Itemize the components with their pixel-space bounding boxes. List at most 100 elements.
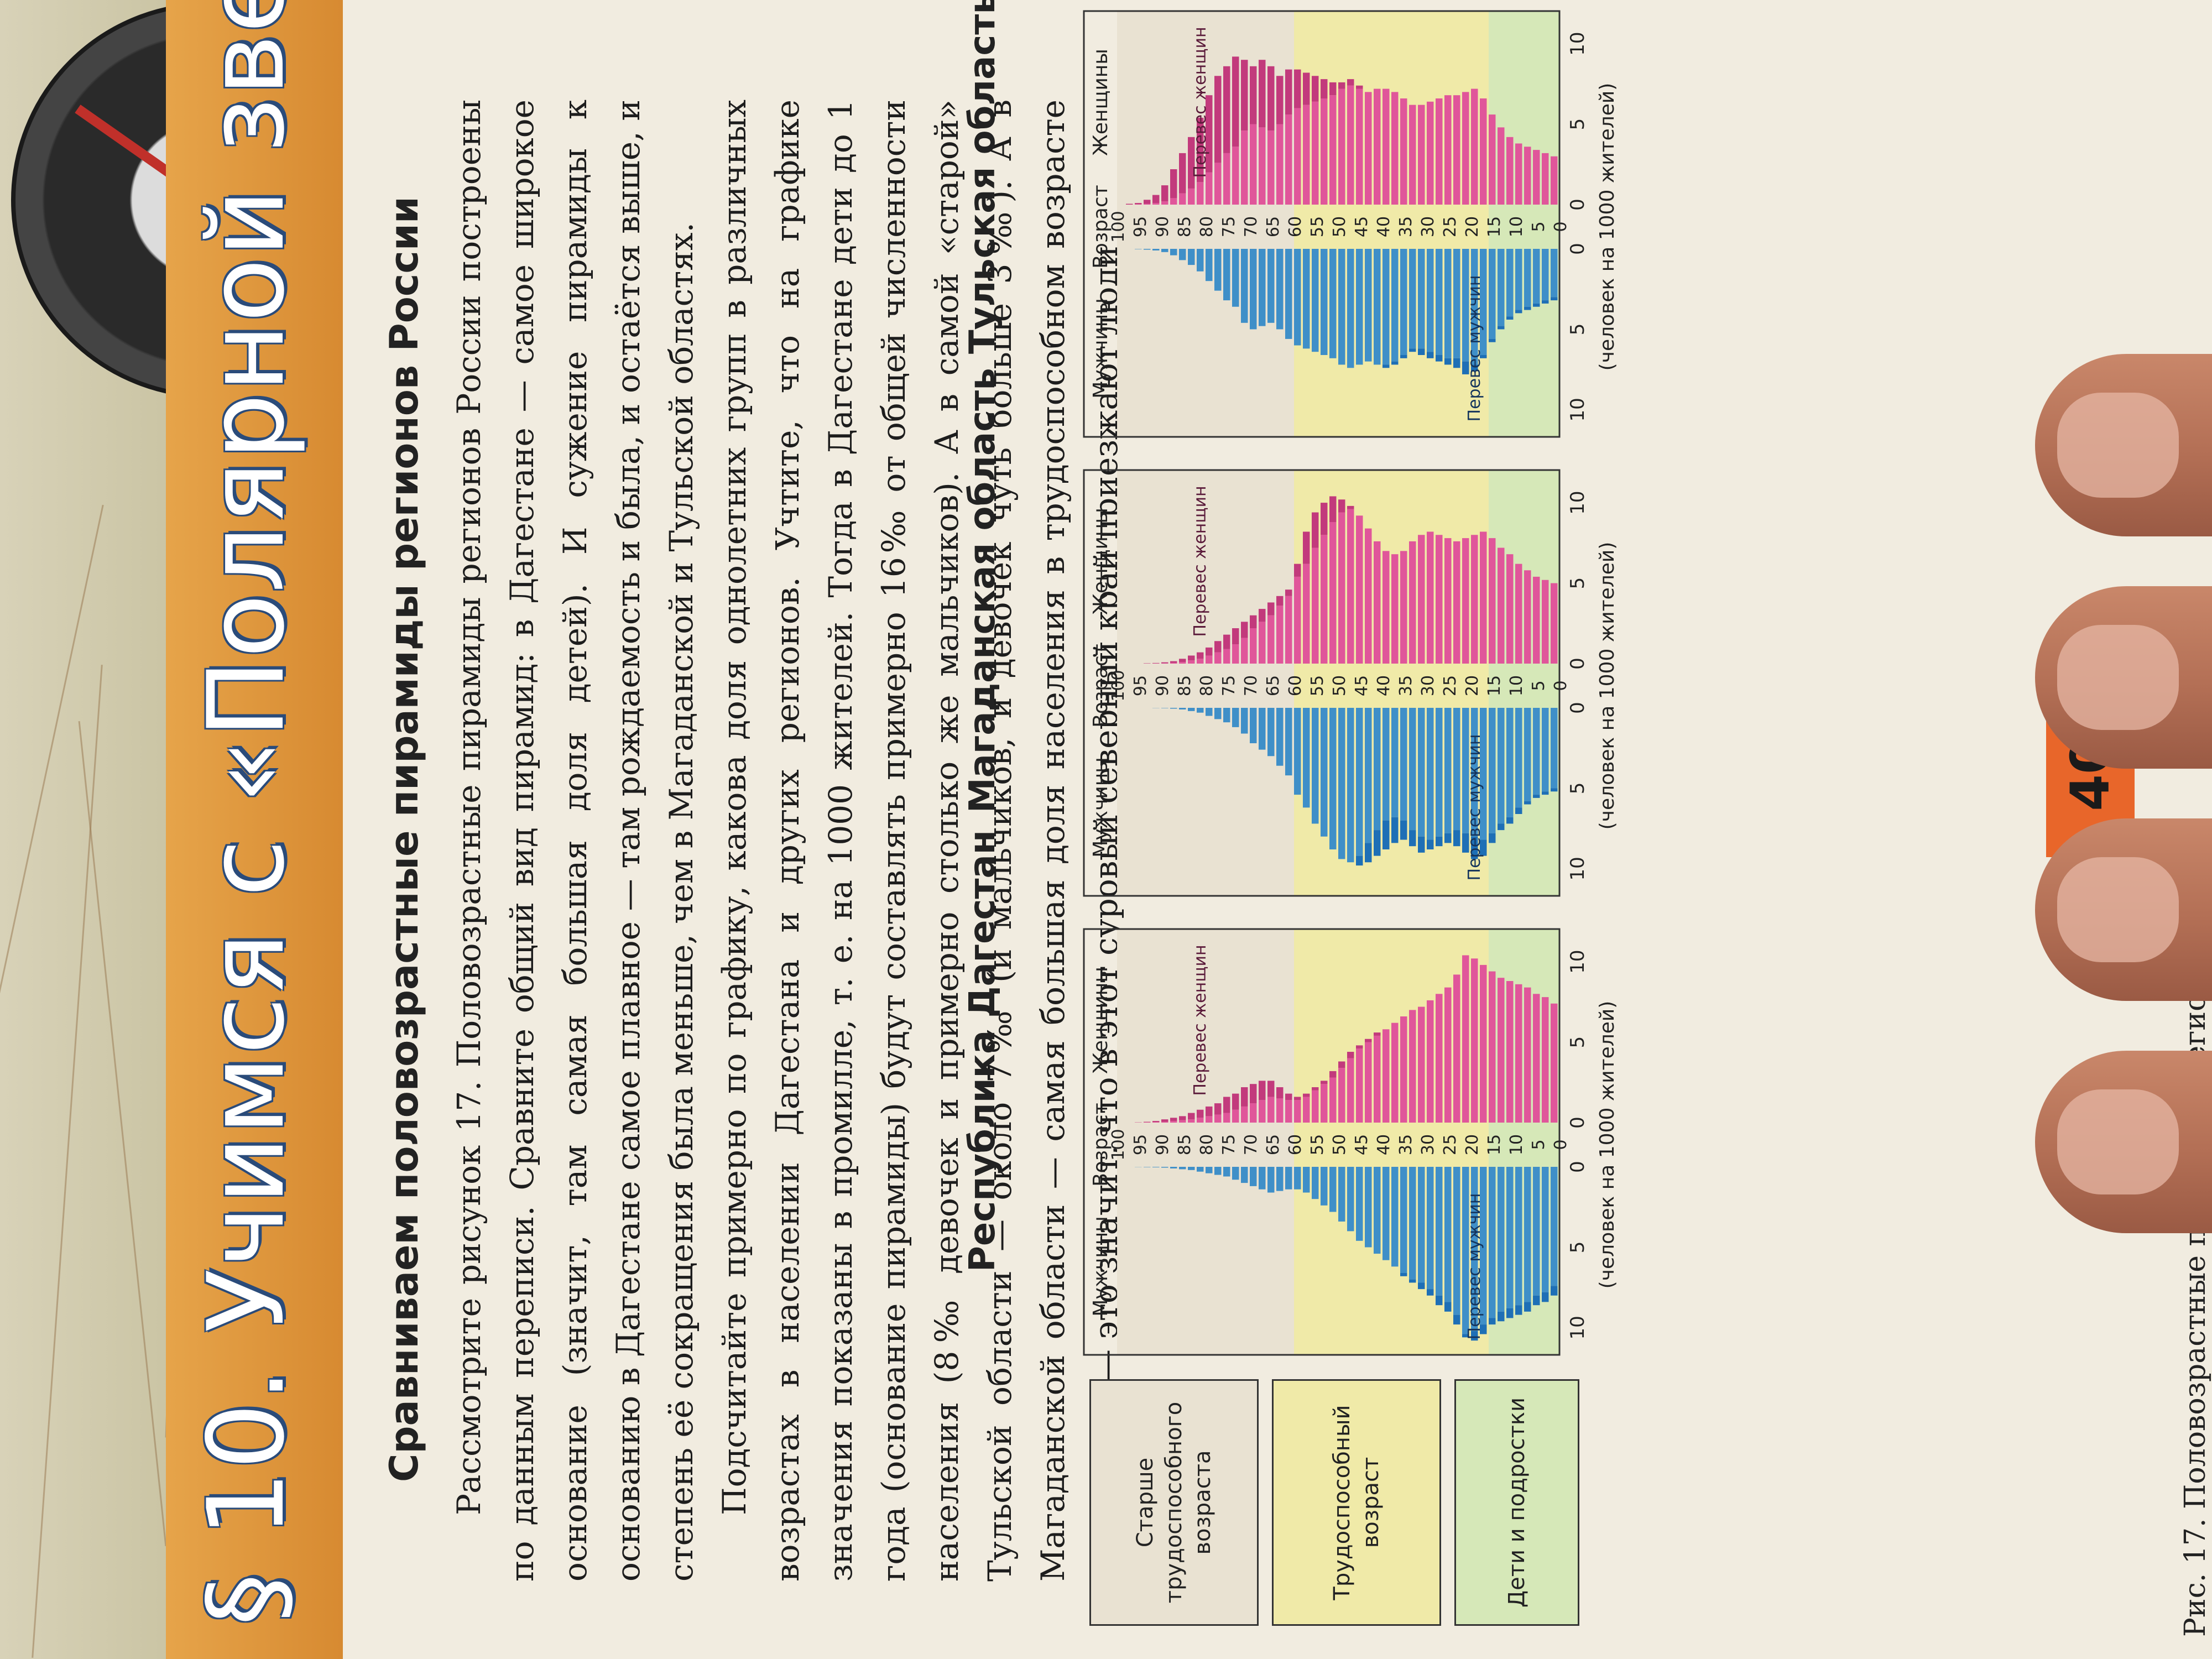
male-bar bbox=[1285, 708, 1292, 776]
male-bar bbox=[1223, 708, 1230, 723]
female-surplus-bar bbox=[1259, 60, 1266, 128]
female-bar bbox=[1294, 1100, 1301, 1123]
female-surplus-bar bbox=[1294, 69, 1301, 108]
male-surplus-bar bbox=[1427, 839, 1434, 849]
female-bar bbox=[1206, 1116, 1213, 1123]
female-bar bbox=[1259, 127, 1266, 205]
female-bar bbox=[1259, 1100, 1266, 1123]
male-bar bbox=[1409, 249, 1416, 349]
male-surplus-bar bbox=[1524, 306, 1531, 310]
age-tick-label: 100 bbox=[1109, 1129, 1128, 1160]
male-surplus-bar bbox=[1383, 820, 1390, 849]
female-surplus-bar bbox=[1126, 204, 1133, 205]
female-bar bbox=[1489, 114, 1496, 205]
age-tick-label: 5 bbox=[1529, 1139, 1548, 1150]
female-bar bbox=[1515, 564, 1522, 664]
female-surplus-bar bbox=[1188, 655, 1195, 661]
men-surplus-label: Перевес мужчин bbox=[1465, 275, 1484, 422]
female-surplus-bar bbox=[1267, 602, 1275, 615]
male-bar bbox=[1427, 1167, 1434, 1290]
x-tick-label: 0 bbox=[1567, 243, 1589, 255]
age-tick-label: 65 bbox=[1264, 1134, 1283, 1155]
female-bar bbox=[1179, 1120, 1186, 1123]
male-bar bbox=[1365, 708, 1372, 843]
male-bar bbox=[1436, 249, 1443, 355]
age-tick-label: 10 bbox=[1507, 216, 1526, 237]
male-bar bbox=[1285, 249, 1292, 339]
age-tick-label: 80 bbox=[1197, 216, 1217, 237]
male-surplus-bar bbox=[1436, 1295, 1443, 1306]
female-bar bbox=[1144, 1122, 1151, 1123]
age-tick-label: 80 bbox=[1197, 1134, 1217, 1155]
male-bar bbox=[1391, 249, 1399, 362]
female-surplus-bar bbox=[1161, 185, 1168, 202]
female-bar bbox=[1480, 531, 1487, 664]
age-tick-label: 45 bbox=[1352, 1134, 1371, 1155]
female-bar bbox=[1303, 105, 1310, 205]
female-bar bbox=[1312, 547, 1319, 664]
header-men: Мужчины bbox=[1089, 757, 1112, 857]
female-surplus-bar bbox=[1179, 153, 1186, 194]
female-surplus-bar bbox=[1329, 82, 1337, 96]
chart-frame bbox=[1083, 469, 1561, 897]
male-bar bbox=[1170, 248, 1177, 255]
male-bar bbox=[1418, 1167, 1425, 1283]
male-surplus-bar bbox=[1427, 1289, 1434, 1296]
male-bar bbox=[1347, 707, 1354, 863]
female-bar bbox=[1197, 659, 1204, 664]
female-bar bbox=[1356, 88, 1363, 205]
x-tick-label: 10 bbox=[1567, 491, 1589, 514]
female-surplus-bar bbox=[1152, 195, 1160, 204]
male-bar bbox=[1276, 249, 1284, 330]
female-surplus-bar bbox=[1152, 1121, 1160, 1123]
age-tick-label: 40 bbox=[1374, 1134, 1394, 1155]
female-bar bbox=[1374, 1035, 1381, 1123]
male-bar bbox=[1471, 707, 1478, 837]
male-surplus-bar bbox=[1524, 801, 1531, 805]
male-surplus-bar bbox=[1489, 338, 1496, 342]
header-men: Мужчины bbox=[1089, 1216, 1112, 1316]
female-bar bbox=[1232, 147, 1239, 205]
female-bar bbox=[1188, 188, 1195, 205]
female-surplus-bar bbox=[1303, 531, 1310, 564]
female-bar bbox=[1480, 964, 1487, 1123]
female-surplus-bar bbox=[1347, 505, 1354, 509]
male-bar bbox=[1347, 1166, 1354, 1232]
male-bar bbox=[1223, 249, 1230, 301]
female-surplus-bar bbox=[1267, 66, 1275, 131]
female-bar bbox=[1524, 987, 1531, 1123]
female-bar bbox=[1214, 163, 1222, 205]
female-bar bbox=[1444, 987, 1452, 1123]
male-bar bbox=[1188, 249, 1195, 265]
age-tick-label: 95 bbox=[1131, 216, 1150, 237]
male-surplus-bar bbox=[1498, 1311, 1505, 1322]
female-surplus-bar bbox=[1144, 200, 1151, 204]
male-bar bbox=[1214, 1166, 1222, 1175]
age-tick-label: 55 bbox=[1308, 1134, 1327, 1155]
female-bar bbox=[1506, 981, 1514, 1123]
male-surplus-bar bbox=[1400, 1272, 1407, 1276]
female-bar bbox=[1524, 147, 1531, 205]
female-surplus-bar bbox=[1321, 1081, 1328, 1084]
male-bar bbox=[1276, 708, 1284, 766]
male-surplus-bar bbox=[1515, 310, 1522, 314]
female-surplus-bar bbox=[1356, 85, 1363, 89]
male-bar bbox=[1462, 249, 1469, 362]
female-bar bbox=[1285, 1100, 1292, 1123]
female-bar bbox=[1347, 1058, 1354, 1123]
male-bar bbox=[1214, 708, 1222, 719]
female-surplus-bar bbox=[1276, 596, 1284, 606]
female-surplus-bar bbox=[1338, 499, 1345, 513]
male-surplus-bar bbox=[1444, 1302, 1452, 1312]
female-surplus-bar bbox=[1338, 82, 1345, 89]
male-surplus-bar bbox=[1480, 1324, 1487, 1334]
female-bar bbox=[1276, 606, 1284, 664]
female-bar bbox=[1161, 663, 1168, 664]
legend-working: Трудоспособный возраст bbox=[1272, 1379, 1441, 1626]
pyramids-figure: Старше трудоспособного возраста Трудоспо… bbox=[962, 0, 1958, 1626]
age-tick-label: 90 bbox=[1153, 216, 1172, 237]
male-surplus-bar bbox=[1515, 1305, 1522, 1315]
male-bar bbox=[1453, 249, 1460, 358]
male-surplus-bar bbox=[1471, 836, 1478, 859]
female-surplus-bar bbox=[1374, 1032, 1381, 1036]
